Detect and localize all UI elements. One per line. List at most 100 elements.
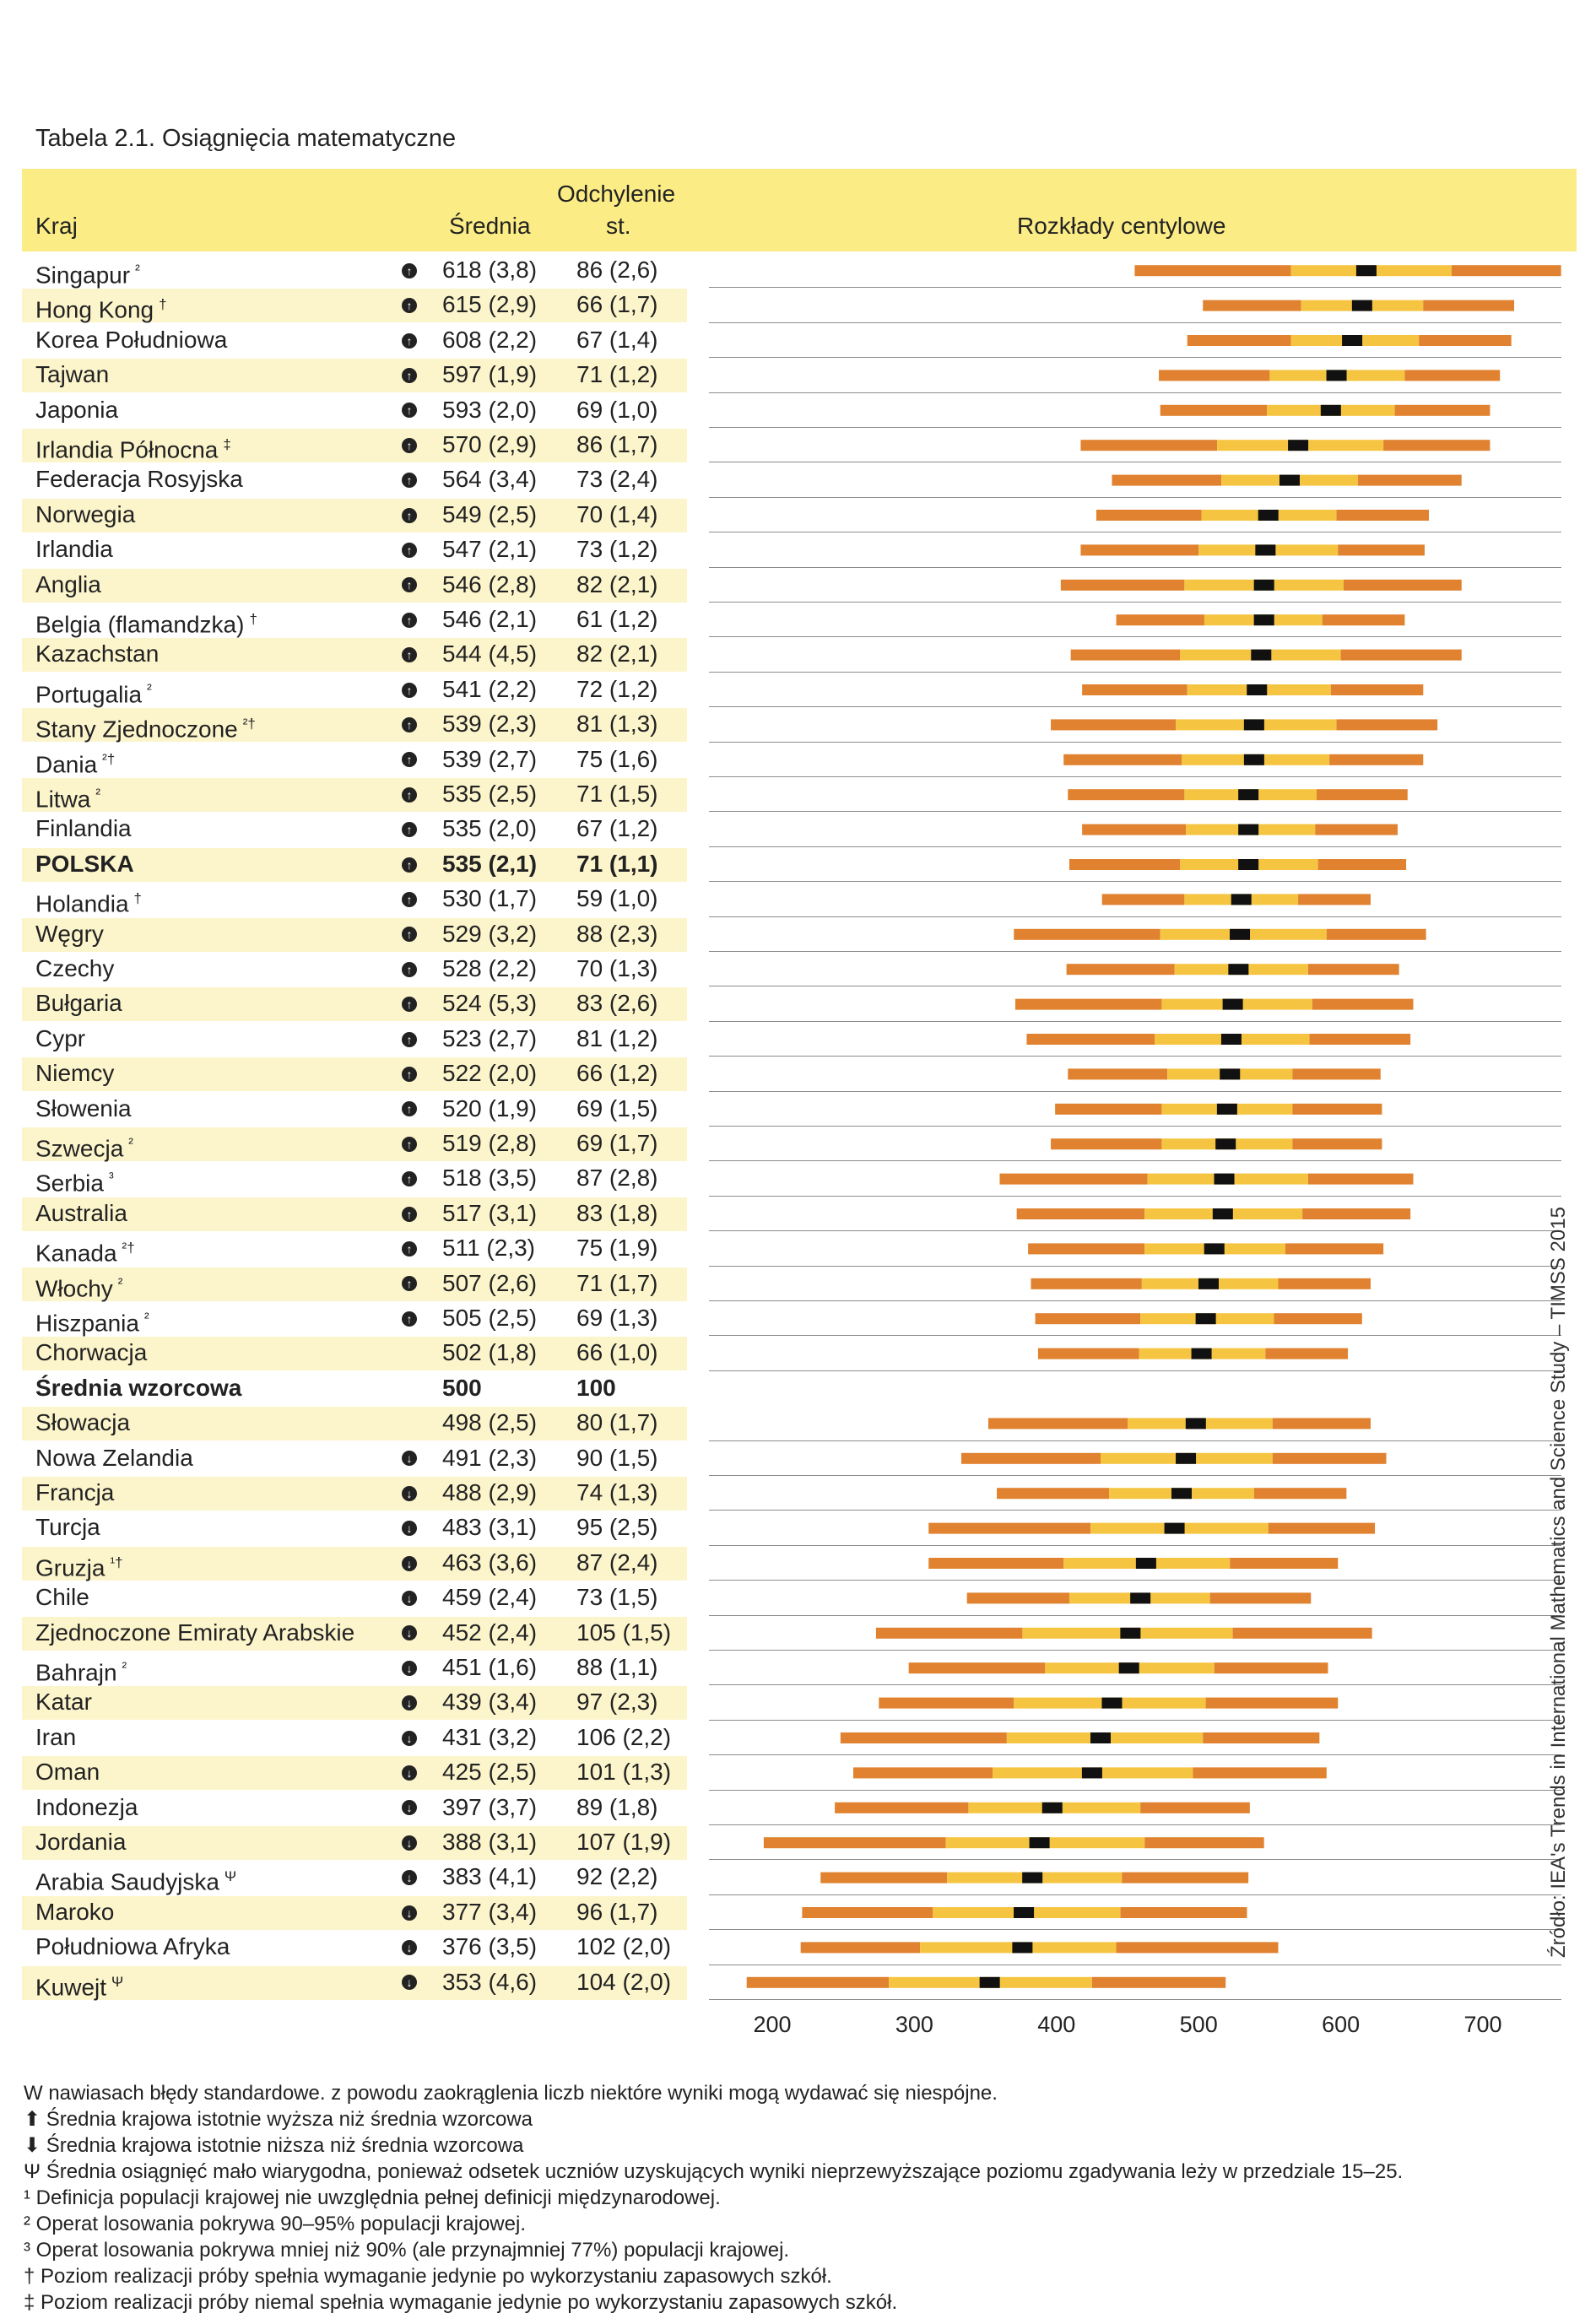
arrow-down-icon: ↓ — [402, 1800, 417, 1816]
mean-ci-box — [1220, 1068, 1241, 1080]
arrow-down-icon: ↓ — [402, 1835, 417, 1851]
mean-value: 535 (2,1) — [442, 850, 538, 877]
band-outer-high — [1317, 859, 1407, 870]
country-name: Hong Kong † — [35, 288, 167, 327]
table-row — [22, 359, 687, 393]
band-outer-low — [1082, 684, 1188, 695]
sd-value: 95 (2,5) — [576, 1514, 658, 1541]
arrow-up-icon: ↑ — [402, 1311, 417, 1327]
table-row — [22, 1197, 687, 1231]
band-outer-low — [763, 1837, 946, 1849]
arrow-up-icon: ↑ — [402, 332, 417, 349]
band-outer-high — [1091, 1976, 1226, 1988]
table-row — [22, 1127, 687, 1161]
band-outer-low — [997, 1488, 1110, 1500]
table-row — [22, 778, 687, 812]
mean-value: 451 (1,6) — [442, 1654, 538, 1680]
country-label: Jordania — [35, 1829, 127, 1855]
arrow-up-icon: ↑ — [402, 1276, 417, 1292]
country-name: Maroko — [35, 1895, 114, 1929]
row-separator — [709, 1824, 1561, 1825]
mean-ci-box — [1220, 1034, 1242, 1045]
band-outer-high — [1144, 1837, 1264, 1849]
band-outer-low — [908, 1662, 1046, 1674]
table-row — [22, 1546, 687, 1581]
sd-value: 70 (1,3) — [576, 955, 658, 981]
arrow-up-icon: ↑ — [402, 542, 417, 558]
band-outer-high — [1340, 649, 1462, 661]
band-outer-high — [1268, 1522, 1376, 1534]
band-outer-low — [928, 1558, 1064, 1569]
table-row — [22, 1267, 687, 1301]
table-row — [22, 429, 687, 462]
country-name: Francja — [35, 1476, 114, 1510]
country-name: Bahrajn ² — [35, 1651, 127, 1689]
footnotes: W nawiasach błędy standardowe. z powodu … — [24, 2080, 1403, 2316]
country-label: Hiszpania — [35, 1310, 139, 1337]
arrow-down-icon: ↓ — [402, 1870, 417, 1886]
table-row — [22, 1057, 687, 1092]
arrow-up-icon: ↑ — [402, 682, 417, 698]
arrow-up-icon: ↑ — [402, 403, 417, 419]
country-label: Kanada — [35, 1240, 117, 1267]
footnote-mark: ¹† — [110, 1554, 123, 1570]
arrow-down-icon: ↓ — [402, 1625, 417, 1641]
mean-ci-box — [1238, 824, 1259, 835]
mean-ci-box — [1251, 649, 1272, 661]
mean-ci-box — [1081, 1767, 1102, 1779]
band-outer-high — [1394, 404, 1491, 416]
row-separator — [709, 1614, 1561, 1616]
band-outer-high — [1120, 1907, 1247, 1918]
band-outer-high — [1298, 894, 1371, 905]
band-outer-low — [1051, 719, 1177, 731]
band-outer-low — [987, 1418, 1128, 1430]
country-name: Dania ²† — [35, 743, 115, 781]
x-tick-label: 300 — [895, 2012, 933, 2037]
mean-ci-box — [1243, 754, 1264, 765]
mean-ci-box — [1185, 1418, 1206, 1430]
mean-value: 376 (3,5) — [442, 1933, 538, 1960]
mean-value: 500 — [442, 1374, 482, 1401]
band-outer-high — [1209, 1592, 1312, 1604]
arrow-down-icon: ↓ — [402, 1730, 417, 1746]
footnote-mark: ³ — [108, 1170, 114, 1186]
band-outer-low — [1116, 614, 1204, 626]
footnote-mark: Ψ — [224, 1868, 237, 1885]
mean-ci-box — [1247, 684, 1268, 695]
band-outer-low — [1187, 335, 1291, 346]
header-sd-line1: Odchylenie — [557, 181, 676, 207]
row-separator — [709, 287, 1561, 289]
table-row — [22, 1407, 687, 1441]
band-outer-high — [1232, 1627, 1372, 1639]
sd-value: 87 (2,8) — [576, 1165, 658, 1192]
sd-value: 71 (1,7) — [576, 1269, 658, 1296]
mean-value: 546 (2,8) — [442, 570, 538, 597]
country-name: Katar — [35, 1685, 92, 1719]
band-outer-high — [1292, 1103, 1382, 1115]
arrow-down-icon: ↓ — [402, 1695, 417, 1711]
table-row — [22, 1686, 687, 1721]
row-separator — [709, 1195, 1561, 1197]
country-name: Australia — [35, 1197, 127, 1230]
mean-value: 505 (2,5) — [442, 1305, 538, 1331]
country-label: Dania — [35, 750, 98, 777]
arrow-down-icon: ↓ — [402, 1451, 417, 1467]
country-name: Czechy — [35, 952, 114, 986]
band-outer-high — [1315, 824, 1398, 835]
footnote-line: ¹ Definicja populacji krajowej nie uwzgl… — [24, 2186, 721, 2209]
sd-value: 73 (1,5) — [576, 1584, 658, 1611]
band-outer-high — [1203, 1732, 1320, 1743]
mean-ci-box — [1130, 1592, 1151, 1604]
arrow-up-icon: ↑ — [402, 1206, 417, 1222]
band-outer-high — [1329, 754, 1424, 765]
country-name: Federacja Rosyjska — [35, 462, 243, 496]
row-separator — [709, 1126, 1561, 1127]
sd-value: 75 (1,9) — [576, 1235, 658, 1262]
band-outer-low — [1014, 998, 1162, 1010]
country-name: Litwa ² — [35, 777, 100, 816]
footnote-line: ² Operat losowania pokrywa 90–95% popula… — [24, 2213, 526, 2235]
band-outer-high — [1307, 1173, 1414, 1185]
sd-value: 71 (1,2) — [576, 361, 658, 388]
arrow-down-icon: ↓ — [402, 1660, 417, 1676]
arrow-up-icon: ↑ — [402, 367, 417, 383]
